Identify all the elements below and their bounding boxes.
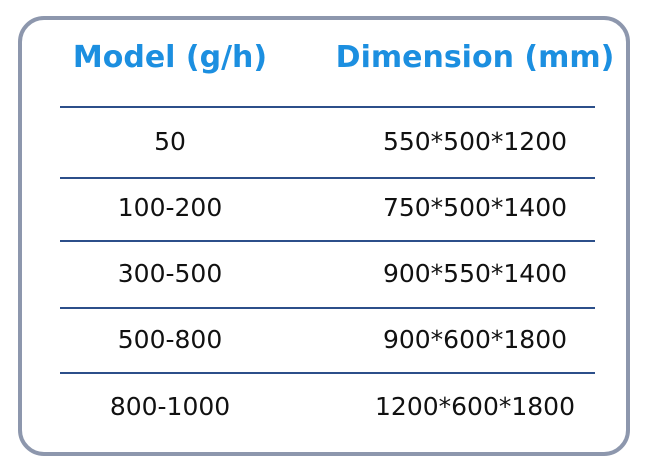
table-cell: 800-1000 [109, 392, 231, 421]
table-frame [18, 16, 630, 456]
row-divider [60, 240, 595, 242]
row-divider [60, 372, 595, 374]
table-cell: 900*550*1400 [382, 259, 568, 288]
table-cell: 750*500*1400 [382, 193, 568, 222]
header-cell: Dimension (mm) [335, 40, 615, 75]
table-cell: 500-800 [117, 325, 223, 354]
table-cell: 550*500*1200 [382, 127, 568, 156]
table-cell: 50 [154, 127, 186, 156]
header-cell: Model (g/h) [72, 40, 268, 75]
row-divider [60, 307, 595, 309]
table-cell: 1200*600*1800 [375, 392, 575, 421]
row-divider [60, 106, 595, 108]
table-cell: 300-500 [117, 259, 223, 288]
row-divider [60, 177, 595, 179]
table-cell: 100-200 [117, 193, 223, 222]
table-cell: 900*600*1800 [382, 325, 568, 354]
